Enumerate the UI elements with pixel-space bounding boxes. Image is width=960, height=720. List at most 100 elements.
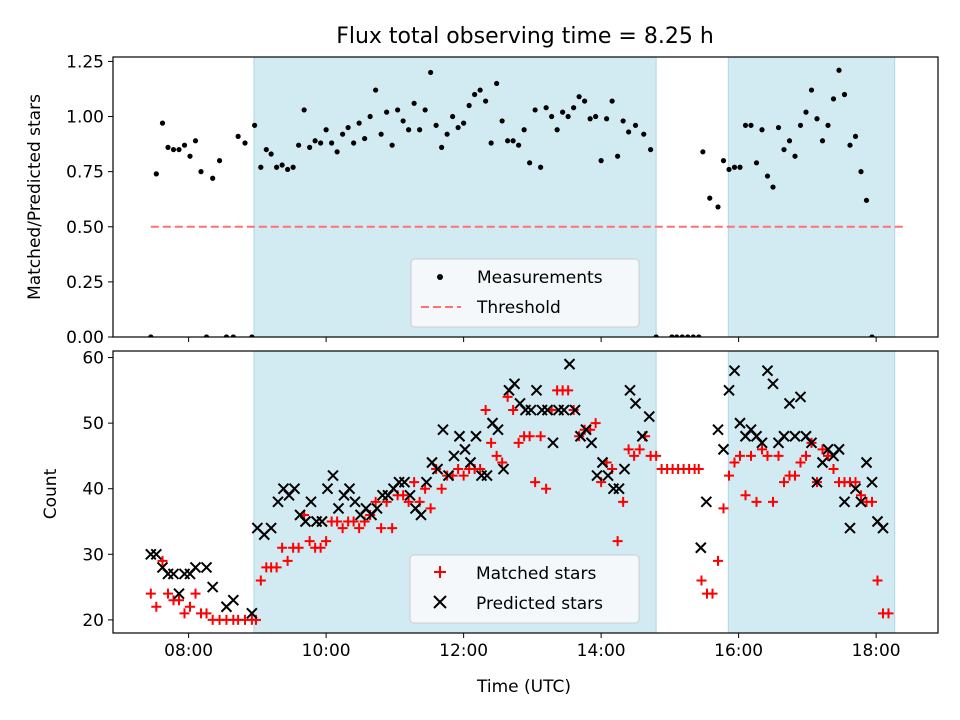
predicted-point-87 (712, 423, 724, 436)
predicted-point-51 (459, 443, 471, 456)
predicted-point-70 (563, 358, 576, 370)
matched-point-49 (420, 483, 431, 494)
matched-point-5 (174, 595, 184, 606)
predicted-point-17 (272, 496, 284, 508)
predicted-point-105 (811, 476, 823, 488)
measurement-point-27 (301, 107, 307, 113)
matched-point-59 (475, 464, 486, 475)
matched-point-70 (535, 431, 546, 442)
x-tick-label-5: 18:00 (852, 641, 901, 661)
bottom-observing-window-2 (727, 350, 896, 634)
measurement-point-86 (626, 129, 632, 135)
predicted-point-91 (734, 417, 746, 429)
measurement-point-39 (367, 113, 373, 120)
matched-point-102 (707, 588, 718, 599)
predicted-point-83 (636, 430, 649, 442)
measurement-point-51 (433, 122, 439, 128)
measurement-point-111 (781, 146, 787, 153)
matched-point-108 (740, 490, 751, 501)
predicted-point-99 (778, 430, 790, 442)
measurement-point-58 (472, 91, 478, 98)
measurement-point-46 (406, 127, 412, 133)
matched-point-33 (332, 516, 343, 527)
measurement-point-70 (538, 164, 544, 170)
measurement-point-102 (731, 164, 738, 170)
measurement-point-119 (825, 122, 831, 128)
predicted-point-46 (431, 463, 444, 475)
measurement-point-29 (312, 138, 318, 144)
measurement-point-43 (389, 142, 395, 148)
measurement-point-48 (417, 127, 423, 133)
matched-point-41 (376, 523, 387, 534)
matched-point-107 (735, 450, 745, 461)
measurement-point-37 (356, 120, 362, 126)
measurement-point-107 (759, 127, 765, 133)
legend-matched-label: Matched stars (476, 564, 596, 584)
predicted-point-16 (265, 522, 277, 534)
matched-point-105 (724, 470, 734, 481)
measurement-point-67 (521, 127, 527, 133)
measurement-point-15 (235, 133, 241, 139)
x-axis-label: Time (UTC) (476, 677, 571, 697)
measurement-point-34 (340, 131, 346, 137)
measurement-point-118 (819, 138, 826, 144)
bottom-y-tick-label-0: 20 (82, 611, 104, 631)
predicted-point-73 (580, 423, 592, 436)
measurement-point-109 (770, 184, 776, 190)
predicted-point-102 (794, 391, 807, 403)
predicted-point-49 (448, 450, 460, 462)
measurement-point-57 (466, 102, 472, 109)
measurement-point-110 (775, 124, 782, 131)
x-tick-label-0: 08:00 (164, 641, 213, 661)
top-y-tick-label-0: 0.00 (66, 328, 104, 348)
measurement-point-113 (792, 153, 798, 159)
top-y-tick-label-3: 0.75 (66, 163, 104, 183)
matched-point-66 (513, 437, 524, 448)
matched-point-23 (277, 542, 288, 553)
matched-point-26 (293, 542, 304, 553)
measurement-point-69 (532, 107, 538, 113)
predicted-point-57 (492, 423, 504, 436)
matched-point-112 (762, 450, 773, 461)
measurement-point-78 (582, 98, 588, 104)
measurement-point-94 (685, 334, 691, 337)
bottom-axes-frame (112, 350, 939, 634)
measurement-point-44 (395, 107, 401, 113)
predicted-point-20 (288, 483, 301, 495)
measurement-point-106 (753, 160, 760, 166)
measurement-point-71 (543, 105, 549, 111)
measurement-point-97 (700, 149, 706, 155)
predicted-point-100 (783, 397, 796, 410)
measurement-point-127 (869, 334, 875, 337)
measurement-point-61 (488, 140, 494, 146)
measurement-point-99 (715, 204, 721, 210)
predicted-point-52 (464, 456, 477, 469)
matched-point-99 (693, 464, 704, 475)
measurement-point-23 (279, 162, 285, 168)
predicted-point-64 (530, 384, 543, 397)
predicted-point-86 (700, 496, 713, 508)
predicted-point-104 (805, 437, 818, 449)
matched-point-37 (354, 523, 365, 534)
matched-point-62 (491, 450, 502, 461)
predicted-point-77 (602, 469, 614, 482)
predicted-point-1 (150, 548, 163, 561)
measurement-point-54 (450, 113, 456, 120)
x-tick-label-3: 14:00 (577, 641, 626, 661)
predicted-point-76 (596, 456, 609, 469)
matched-point-117 (790, 470, 800, 481)
matched-point-113 (768, 496, 778, 507)
matched-point-34 (337, 523, 348, 534)
legend-matched-marker (434, 566, 446, 578)
measurement-point-31 (323, 127, 329, 133)
chart-title: Flux total observing time = 8.25 h (336, 24, 714, 49)
matched-point-60 (480, 405, 491, 416)
matched-point-2 (157, 555, 168, 566)
predicted-point-47 (437, 423, 449, 436)
matched-point-19 (255, 575, 266, 586)
matched-point-63 (497, 457, 508, 468)
matched-point-87 (629, 450, 640, 461)
measurement-point-24 (285, 166, 291, 173)
top-y-tick-label-4: 1.00 (66, 108, 104, 128)
predicted-point-90 (728, 364, 741, 377)
